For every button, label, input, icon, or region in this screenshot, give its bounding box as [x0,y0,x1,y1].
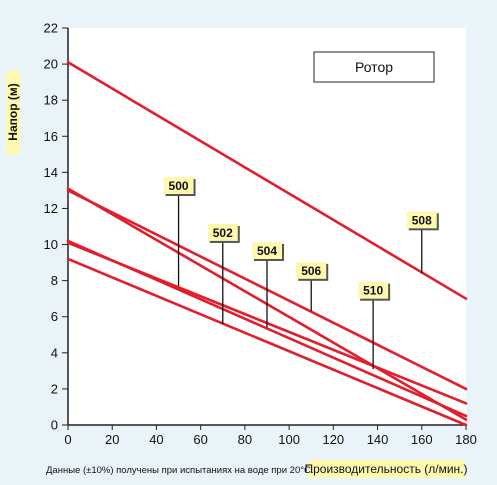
label-box-506 [296,261,327,279]
y-tick-label: 18 [44,93,58,108]
footnote: Данные (±10%) получены при испытаниях на… [46,465,314,476]
y-tick-label: 22 [44,21,58,36]
series-label-510: 510 [363,284,383,298]
axis-ticks: 0 2 4 6 8 10 12 14 16 18 20 22 0 20 40 60 80 100 120 140 160… [44,21,477,448]
plot-area [68,28,466,425]
series-line-506 [66,257,468,427]
x-tick-label: 120 [322,432,344,447]
label-box-500 [163,177,194,195]
x-axis-title: Производительность (л/мин.) [304,460,468,478]
y-tick-label: 10 [44,237,58,252]
y-tick-label: 2 [51,381,58,396]
series-line-508 [66,60,468,300]
x-tick-label: 0 [64,432,71,447]
y-tick-label: 12 [44,201,58,216]
label-box-504 [252,241,282,259]
y-tick-label: 20 [44,57,58,72]
x-tick-label: 60 [193,432,207,447]
y-tick-label: 16 [44,129,58,144]
x-tick-label: 100 [278,432,300,447]
x-tick-label: 20 [105,432,119,447]
x-axis-label: Производительность (л/мин.) [304,462,467,476]
x-tick-label: 80 [238,432,252,447]
y-axis-title: Напор (м) [6,71,20,154]
label-box-510 [358,281,389,299]
y-tick-label: 0 [51,418,58,433]
x-tick-label: 40 [149,432,163,447]
legend-text: Ротор [355,59,393,75]
series-label-506: 506 [301,264,321,278]
y-tick-label: 4 [51,345,58,360]
legend-rect [313,51,435,83]
y-axis-label: Напор (м) [6,83,20,140]
label-box-502 [207,223,238,241]
series-label-502: 502 [213,226,233,240]
series-label-508: 508 [412,213,432,227]
x-tick-label: 160 [411,432,433,447]
label-box-508 [406,211,437,229]
y-tick-label: 14 [44,165,58,180]
series-label-504: 504 [257,244,277,258]
series-labels: 500 502 504 506 508 510 [163,177,439,370]
y-tick-label: 8 [51,273,58,288]
series-line-510 [66,239,468,418]
x-tick-label: 140 [367,432,389,447]
legend-box: Ротор [313,51,435,83]
x-tick-label: 180 [455,432,477,447]
series-label-500: 500 [169,179,189,193]
y-tick-label: 6 [51,309,58,324]
